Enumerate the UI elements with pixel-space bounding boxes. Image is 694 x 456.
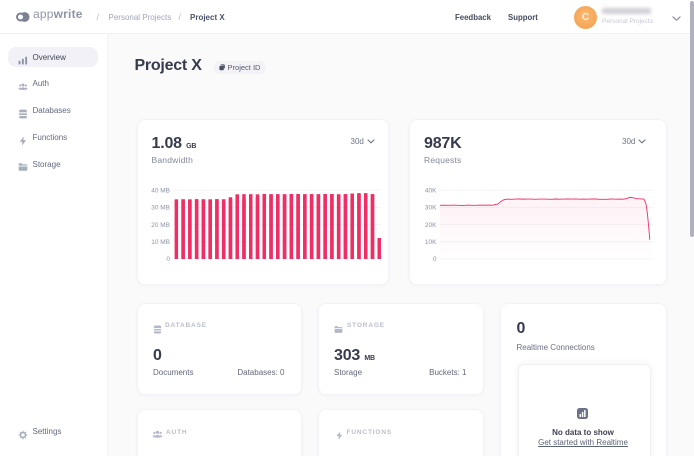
svg-text:10K: 10K <box>425 239 437 246</box>
svg-text:20K: 20K <box>425 221 437 228</box>
svg-text:30K: 30K <box>425 204 437 211</box>
svg-text:0: 0 <box>433 256 437 263</box>
svg-text:10 MB: 10 MB <box>151 239 170 246</box>
svg-text:20 MB: 20 MB <box>151 221 170 228</box>
svg-text:30 MB: 30 MB <box>151 204 170 211</box>
svg-text:0: 0 <box>166 256 170 263</box>
svg-text:40 MB: 40 MB <box>151 187 170 194</box>
svg-text:40K: 40K <box>425 187 437 194</box>
